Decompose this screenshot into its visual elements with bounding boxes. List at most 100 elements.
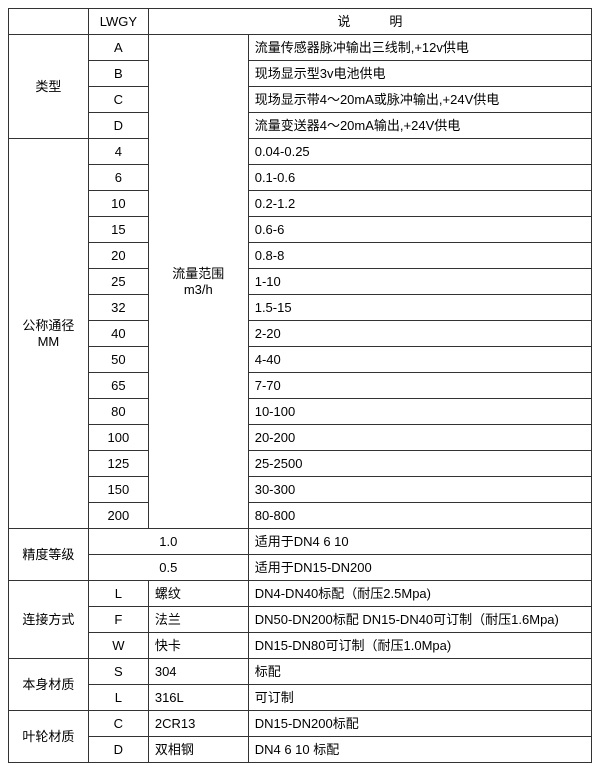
dn-row: 15 0.6-6 [9, 217, 592, 243]
dn-row: 65 7-70 [9, 373, 592, 399]
dn-code: 200 [88, 503, 148, 529]
type-desc: 流量变送器4～20mA输出,+24V供电 [248, 113, 591, 139]
type-desc: 现场显示带4～20mA或脉冲输出,+24V供电 [248, 87, 591, 113]
type-label: 类型 [9, 35, 89, 139]
dn-desc: 0.2-1.2 [248, 191, 591, 217]
conn-code: L [88, 581, 148, 607]
dn-desc: 80-800 [248, 503, 591, 529]
dn-desc: 10-100 [248, 399, 591, 425]
dn-row: 200 80-800 [9, 503, 592, 529]
dn-code: 50 [88, 347, 148, 373]
dn-row: 150 30-300 [9, 477, 592, 503]
body-mat-code: L [88, 685, 148, 711]
type-code: B [88, 61, 148, 87]
dn-code: 80 [88, 399, 148, 425]
dn-label: 公称通径MM [9, 139, 89, 529]
type-row: B 现场显示型3v电池供电 [9, 61, 592, 87]
dn-desc: 2-20 [248, 321, 591, 347]
dn-desc: 7-70 [248, 373, 591, 399]
dn-desc: 1.5-15 [248, 295, 591, 321]
dn-desc: 30-300 [248, 477, 591, 503]
dn-desc: 0.04-0.25 [248, 139, 591, 165]
dn-desc: 4-40 [248, 347, 591, 373]
header-row: LWGY说 明 [9, 9, 592, 35]
conn-row: 连接方式L螺纹DN4-DN40标配（耐压2.5Mpa) [9, 581, 592, 607]
dn-row: 50 4-40 [9, 347, 592, 373]
dn-desc: 0.1-0.6 [248, 165, 591, 191]
body-mat-name: 316L [148, 685, 248, 711]
accuracy-desc: 适用于DN4 6 10 [248, 529, 591, 555]
dn-code: 25 [88, 269, 148, 295]
type-code: D [88, 113, 148, 139]
body-mat-label: 本身材质 [9, 659, 89, 711]
dn-desc: 0.6-6 [248, 217, 591, 243]
spec-table: LWGY说 明类型A流量范围m3/h流量传感器脉冲输出三线制,+12v供电B 现场… [8, 8, 592, 763]
impeller-mat-name: 2CR13 [148, 711, 248, 737]
header-code: LWGY [88, 9, 148, 35]
conn-name: 螺纹 [148, 581, 248, 607]
conn-code: W [88, 633, 148, 659]
dn-code: 32 [88, 295, 148, 321]
impeller-mat-row: 叶轮材质C2CR13DN15-DN200标配 [9, 711, 592, 737]
impeller-mat-row: D双相钢DN4 6 10 标配 [9, 737, 592, 763]
dn-code: 4 [88, 139, 148, 165]
accuracy-row: 精度等级1.0适用于DN4 6 10 [9, 529, 592, 555]
conn-code: F [88, 607, 148, 633]
dn-code: 6 [88, 165, 148, 191]
dn-row: 125 25-2500 [9, 451, 592, 477]
dn-row: 80 10-100 [9, 399, 592, 425]
body-mat-name: 304 [148, 659, 248, 685]
type-code: C [88, 87, 148, 113]
body-mat-desc: 可订制 [248, 685, 591, 711]
dn-row: 20 0.8-8 [9, 243, 592, 269]
dn-desc: 1-10 [248, 269, 591, 295]
dn-desc: 0.8-8 [248, 243, 591, 269]
header-explain: 说 明 [148, 9, 591, 35]
conn-row: F法兰DN50-DN200标配 DN15-DN40可订制（耐压1.6Mpa) [9, 607, 592, 633]
body-mat-desc: 标配 [248, 659, 591, 685]
conn-desc: DN50-DN200标配 DN15-DN40可订制（耐压1.6Mpa) [248, 607, 591, 633]
accuracy-value: 1.0 [88, 529, 248, 555]
dn-row: 32 1.5-15 [9, 295, 592, 321]
dn-code: 10 [88, 191, 148, 217]
conn-label: 连接方式 [9, 581, 89, 659]
dn-code: 40 [88, 321, 148, 347]
type-row: 类型A流量范围m3/h流量传感器脉冲输出三线制,+12v供电 [9, 35, 592, 61]
dn-code: 150 [88, 477, 148, 503]
impeller-mat-desc: DN15-DN200标配 [248, 711, 591, 737]
dn-code: 15 [88, 217, 148, 243]
dn-code: 20 [88, 243, 148, 269]
impeller-mat-name: 双相钢 [148, 737, 248, 763]
dn-code: 65 [88, 373, 148, 399]
accuracy-value: 0.5 [88, 555, 248, 581]
body-mat-row: L316L可订制 [9, 685, 592, 711]
type-desc: 现场显示型3v电池供电 [248, 61, 591, 87]
type-code: A [88, 35, 148, 61]
type-row: D 流量变送器4～20mA输出,+24V供电 [9, 113, 592, 139]
accuracy-label: 精度等级 [9, 529, 89, 581]
body-mat-code: S [88, 659, 148, 685]
conn-name: 法兰 [148, 607, 248, 633]
impeller-mat-code: D [88, 737, 148, 763]
impeller-mat-code: C [88, 711, 148, 737]
type-desc: 流量传感器脉冲输出三线制,+12v供电 [248, 35, 591, 61]
dn-desc: 25-2500 [248, 451, 591, 477]
header-blank [9, 9, 89, 35]
body-mat-row: 本身材质S304标配 [9, 659, 592, 685]
impeller-mat-label: 叶轮材质 [9, 711, 89, 763]
dn-code: 100 [88, 425, 148, 451]
conn-name: 快卡 [148, 633, 248, 659]
accuracy-row: 0.5适用于DN15-DN200 [9, 555, 592, 581]
dn-row: 10 0.2-1.2 [9, 191, 592, 217]
dn-desc: 20-200 [248, 425, 591, 451]
conn-row: W快卡DN15-DN80可订制（耐压1.0Mpa) [9, 633, 592, 659]
dn-row: 6 0.1-0.6 [9, 165, 592, 191]
type-row: C 现场显示带4～20mA或脉冲输出,+24V供电 [9, 87, 592, 113]
dn-row: 40 2-20 [9, 321, 592, 347]
dn-row: 25 1-10 [9, 269, 592, 295]
impeller-mat-desc: DN4 6 10 标配 [248, 737, 591, 763]
dn-row: 100 20-200 [9, 425, 592, 451]
dn-code: 125 [88, 451, 148, 477]
dn-row: 公称通径MM40.04-0.25 [9, 139, 592, 165]
conn-desc: DN4-DN40标配（耐压2.5Mpa) [248, 581, 591, 607]
